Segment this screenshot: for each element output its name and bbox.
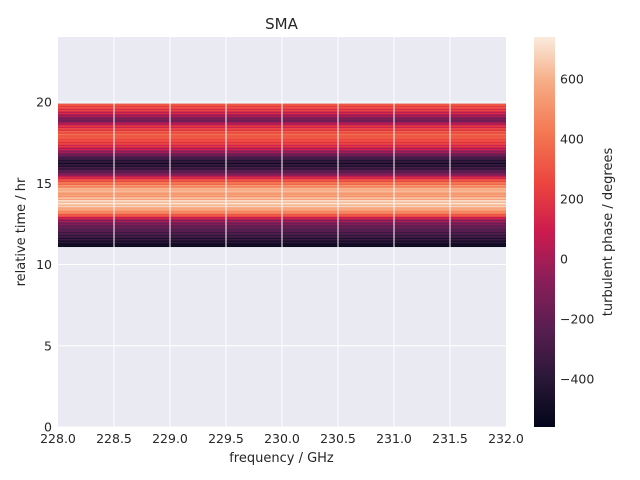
x-tick-label: 232.0 (488, 431, 524, 446)
colorbar-label: turbulent phase / degrees (601, 148, 616, 317)
colorbar-tick-label: 0 (560, 252, 568, 267)
y-tick-label: 5 (44, 338, 52, 353)
colorbar-tick-label: 600 (560, 72, 584, 87)
colorbar-tick-label: −400 (560, 372, 594, 387)
x-tick-label: 228.5 (96, 431, 132, 446)
x-tick-label: 229.5 (208, 431, 244, 446)
plot-area (58, 37, 506, 428)
colorbar-tick-label: 200 (560, 192, 584, 207)
y-axis-label: relative time / hr (14, 177, 29, 286)
colorbar-tick-label: −200 (560, 312, 594, 327)
x-tick-label: 228.0 (40, 431, 76, 446)
y-tick-label: 15 (36, 176, 52, 191)
x-tick-label: 230.5 (320, 431, 356, 446)
colorbar-tick-label: 400 (560, 132, 584, 147)
colorbar-gradient (534, 37, 555, 427)
x-axis-ticks: 228.0 228.5 229.0 229.5 230.0 230.5 231.0 231.5… (40, 431, 524, 446)
x-tick-label: 231.0 (376, 431, 412, 446)
y-tick-label: 0 (44, 420, 52, 435)
y-tick-label: 20 (36, 95, 52, 110)
x-tick-label: 231.5 (432, 431, 468, 446)
y-axis-ticks: 0 5 10 15 20 (36, 95, 52, 435)
x-axis-label: frequency / GHz (229, 451, 334, 466)
x-tick-label: 229.0 (152, 431, 188, 446)
colorbar: −400 −200 0 200 400 600 (534, 37, 594, 427)
colorbar-ticks: −400 −200 0 200 400 600 (560, 72, 594, 387)
x-gridlines (113, 37, 451, 427)
chart-title: SMA (265, 15, 298, 33)
y-tick-label: 10 (36, 257, 52, 272)
x-tick-label: 230.0 (264, 431, 300, 446)
